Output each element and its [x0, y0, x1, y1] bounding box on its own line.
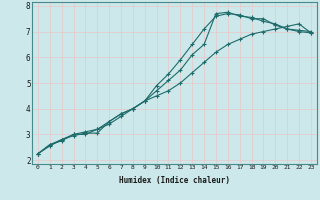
X-axis label: Humidex (Indice chaleur): Humidex (Indice chaleur) [119, 176, 230, 185]
